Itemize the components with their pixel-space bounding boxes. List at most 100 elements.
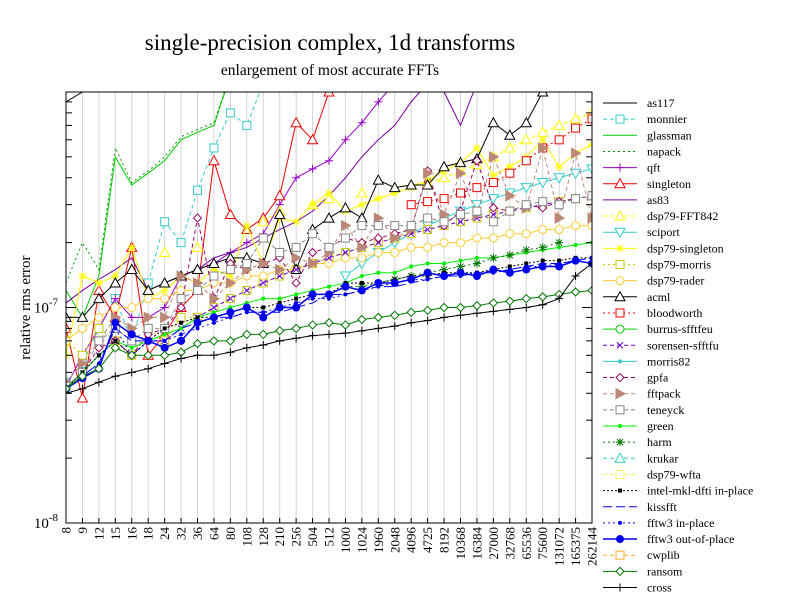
legend-marker (614, 177, 626, 189)
data-point (94, 363, 104, 374)
data-point (160, 294, 170, 304)
data-point (522, 303, 531, 312)
series-as117 (66, 92, 84, 103)
series-line (66, 92, 226, 284)
data-point (554, 200, 564, 210)
legend-label: kissfft (647, 500, 677, 514)
data-point (340, 219, 352, 232)
data-point (489, 253, 498, 262)
data-point (374, 278, 383, 287)
series-glassman (66, 92, 226, 319)
y-axis-label: relative rms error (18, 255, 34, 359)
data-point (557, 258, 562, 263)
data-point (587, 191, 592, 201)
series-line (66, 92, 330, 399)
data-point (209, 271, 219, 281)
data-point (211, 310, 216, 315)
data-point (195, 315, 200, 320)
legend-label: green (647, 419, 674, 433)
x-tick-label: 1960 (371, 527, 386, 553)
data-point (489, 171, 498, 180)
legend-label: ransom (647, 564, 683, 578)
data-point (209, 265, 218, 274)
legend-marker (615, 550, 625, 560)
data-point (540, 258, 545, 263)
data-point (179, 320, 184, 325)
data-point (456, 210, 465, 220)
data-point (158, 276, 171, 288)
data-point (588, 259, 592, 268)
data-point (488, 217, 498, 227)
data-point (242, 343, 251, 352)
data-point (340, 233, 350, 243)
data-point (143, 323, 153, 333)
x-tick-label: 32 (174, 527, 189, 540)
data-point (211, 320, 216, 325)
data-point (571, 194, 581, 204)
data-point (324, 242, 334, 252)
data-point (228, 315, 233, 320)
legend-label: dsp79-wfta (647, 467, 702, 481)
legend-entry: dsp79-morris (603, 258, 711, 272)
legend-entry: glassman (603, 128, 692, 142)
data-point (587, 285, 592, 296)
data-point (273, 189, 286, 201)
data-point (290, 116, 302, 128)
data-point (505, 296, 515, 306)
series-dsp79-rader (66, 221, 592, 346)
data-point (538, 142, 549, 154)
data-point (357, 200, 366, 209)
data-point (307, 247, 318, 258)
legend-label: burrus-sfftfeu (647, 322, 713, 336)
data-point (356, 212, 368, 223)
data-point (191, 263, 204, 275)
data-point (423, 242, 433, 252)
data-point (373, 233, 384, 243)
legend-label: glassman (647, 128, 692, 142)
data-point (160, 359, 169, 368)
data-point (176, 294, 186, 304)
legend-label: dsp79-FFT842 (647, 209, 718, 223)
legend-marker (615, 308, 625, 318)
data-point (456, 167, 467, 180)
data-point (424, 226, 431, 233)
data-point (127, 330, 136, 339)
legend-entry: gpfa (603, 371, 669, 385)
data-point (76, 311, 89, 322)
legend-entry: singleton (603, 177, 691, 191)
data-point (94, 378, 103, 387)
data-point (439, 194, 449, 204)
data-point (505, 229, 515, 239)
data-point (242, 221, 251, 230)
data-point (407, 275, 416, 284)
data-point (325, 330, 333, 339)
data-point (571, 221, 581, 231)
chart-subtitle: enlargement of most accurate FFTs (220, 62, 440, 79)
legend-label: singleton (647, 177, 691, 191)
data-point (210, 304, 218, 311)
data-point (520, 183, 533, 194)
data-point (209, 313, 218, 322)
x-tick-label: 1024 (354, 527, 369, 554)
data-point (571, 147, 582, 160)
data-point (423, 268, 432, 277)
data-point (390, 322, 399, 331)
data-point (536, 178, 549, 189)
x-tick-label: 4096 (404, 527, 419, 554)
legend-entry: as117 (603, 96, 675, 110)
data-point (292, 173, 301, 182)
x-tick-label: 16 (124, 527, 139, 541)
data-point (458, 258, 463, 263)
data-point (227, 295, 234, 302)
data-point (294, 292, 299, 297)
data-point (94, 278, 103, 287)
data-point (522, 265, 531, 274)
data-point (292, 266, 300, 273)
data-point (160, 286, 169, 295)
legend-entry: sorensen-sfftfu (603, 338, 719, 352)
legend-marker (615, 276, 625, 286)
legend-entry: kissfft (603, 500, 677, 514)
legend-marker (618, 488, 622, 493)
legend-marker (615, 387, 627, 400)
data-point (193, 318, 202, 327)
